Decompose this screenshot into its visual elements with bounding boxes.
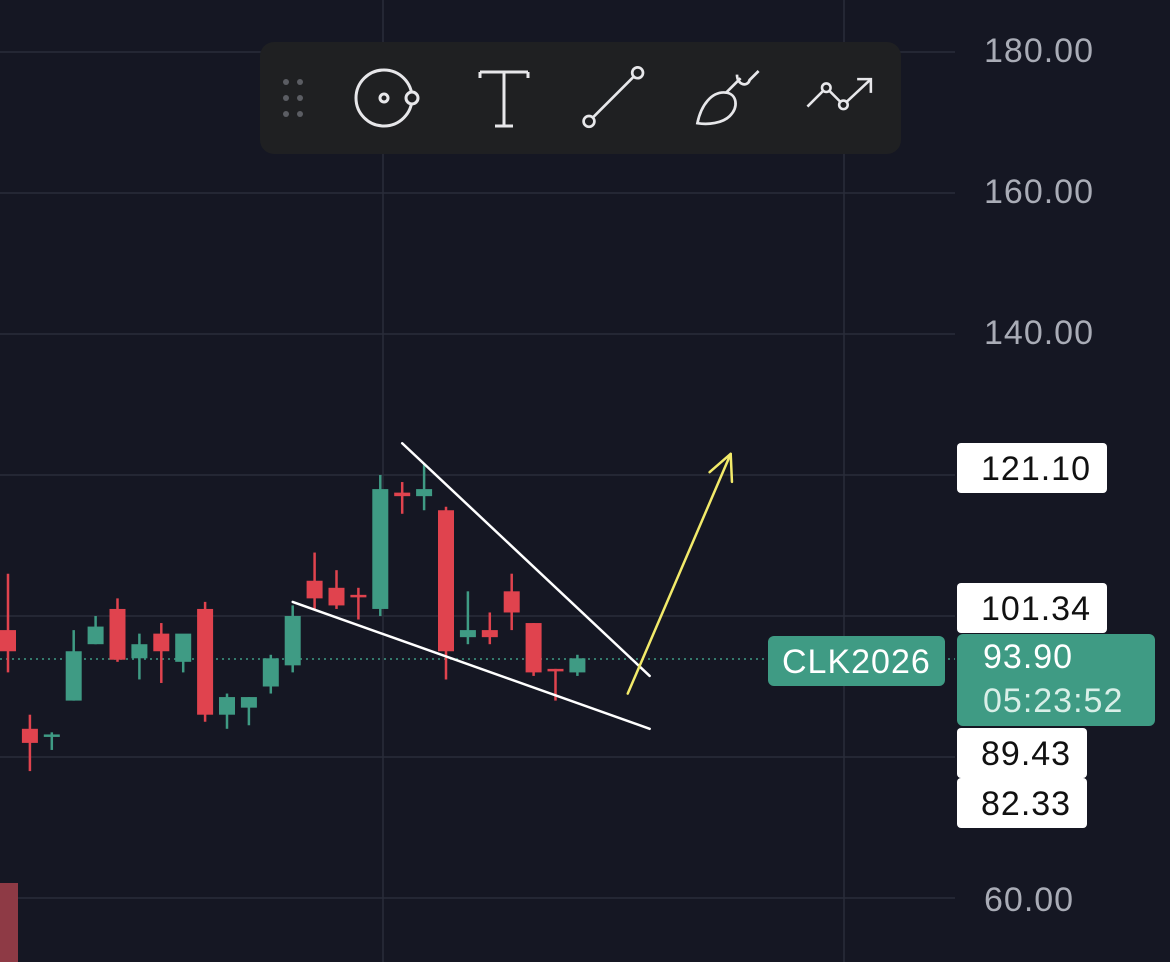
- lower-trendline: [291, 600, 651, 731]
- candle-body: [416, 489, 433, 497]
- text-icon[interactable]: [468, 62, 540, 134]
- candle-body: [131, 644, 148, 659]
- candle-body: [21, 728, 38, 743]
- y-tick-label: 160.00: [984, 173, 1094, 211]
- candle-body: [43, 734, 60, 737]
- upper-trendline: [400, 442, 651, 678]
- candle-body: [262, 658, 279, 687]
- candle-body: [109, 608, 126, 660]
- candle-body: [372, 489, 389, 609]
- brush-icon[interactable]: [692, 62, 764, 134]
- candle-body: [240, 697, 257, 708]
- candle-body: [569, 658, 586, 673]
- candle-body: [219, 697, 235, 715]
- candle-body: [65, 651, 82, 701]
- level-label: 121.10: [957, 443, 1107, 493]
- trend-line-icon[interactable]: [580, 62, 652, 134]
- projection-arrow-head: [708, 452, 734, 484]
- projection-arrow: [626, 452, 732, 695]
- symbol-badge: CLK2026: [768, 636, 945, 686]
- volume-bar: [0, 883, 18, 962]
- level-label: 101.34: [957, 583, 1107, 633]
- candle-body: [503, 591, 520, 613]
- candle-body: [306, 580, 323, 599]
- y-tick-label: 60.00: [984, 881, 1075, 919]
- drag-handle-icon[interactable]: [278, 76, 310, 120]
- circle-point-icon[interactable]: [350, 62, 422, 134]
- candle-body: [547, 668, 564, 672]
- candle-body: [438, 510, 454, 652]
- drawing-toolbar: [260, 42, 901, 154]
- path-arrow-icon[interactable]: [804, 62, 876, 134]
- candle-body: [284, 616, 301, 666]
- level-label: 82.33: [957, 778, 1088, 828]
- candle-body: [350, 594, 367, 598]
- level-label: 89.43: [957, 728, 1088, 778]
- candle-body: [0, 630, 16, 652]
- candle-body: [328, 587, 345, 606]
- candle-body: [87, 626, 104, 645]
- candle-body: [525, 623, 542, 673]
- last-price-badge: 93.90 05:23:52: [957, 634, 1155, 726]
- last-price: 93.90: [983, 638, 1074, 676]
- bar-countdown: 05:23:52: [983, 682, 1124, 720]
- candle-body: [394, 492, 411, 497]
- candle-body: [197, 608, 214, 715]
- candle-body: [459, 630, 476, 638]
- y-tick-label: 180.00: [984, 32, 1094, 70]
- candle-body: [153, 633, 170, 652]
- y-tick-label: 140.00: [984, 314, 1094, 352]
- candle-body: [481, 630, 498, 638]
- candle-body: [175, 633, 192, 662]
